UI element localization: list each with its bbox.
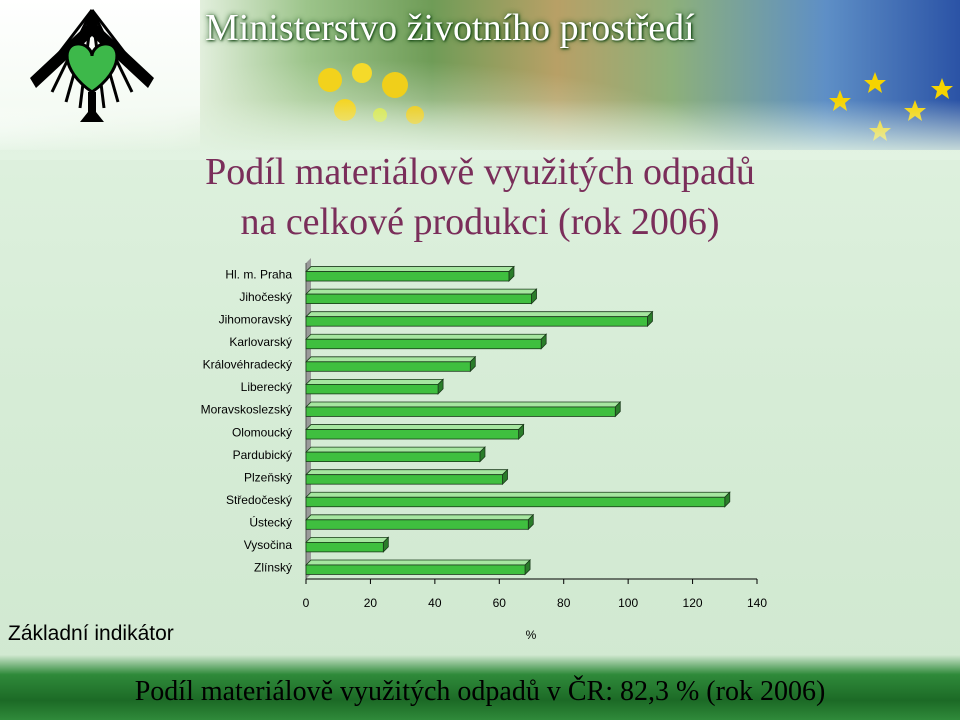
category-label-4: Královéhradecký <box>203 358 292 372</box>
bar-top-3 <box>305 333 548 340</box>
bar-3 <box>305 338 542 350</box>
bar-top-10 <box>305 491 731 498</box>
axis-wall <box>306 258 311 579</box>
bar-2 <box>305 316 648 327</box>
ministry-logo <box>30 9 154 122</box>
bar-1 <box>305 293 532 304</box>
x-tick-label-5: 100 <box>618 596 638 610</box>
x-tick-label-7: 140 <box>747 596 767 610</box>
category-label-9: Plzeňský <box>244 470 292 484</box>
bar-top-6 <box>305 401 622 408</box>
x-axis-label: % <box>526 628 537 642</box>
bar-top-13 <box>305 559 532 566</box>
category-label-3: Karlovarský <box>229 335 292 349</box>
category-label-1: Jihočeský <box>239 290 292 304</box>
x-tick-label-2: 40 <box>428 596 442 610</box>
category-label-5: Liberecký <box>241 380 292 394</box>
bar-chart: 0 20 40 60 80 100 120 140 Hl. m. Praha Jihočeský J… <box>201 258 767 642</box>
bar-7 <box>305 429 520 440</box>
x-tick-label-1: 20 <box>364 596 378 610</box>
x-tick-label-3: 60 <box>493 596 507 610</box>
basic-indicator-label: Základní indikátor <box>8 622 174 645</box>
bar-13 <box>305 564 526 575</box>
category-label-11: Ústecký <box>249 515 292 530</box>
bar-top-4 <box>305 356 477 363</box>
category-label-2: Jihomoravský <box>219 312 292 326</box>
bar-9 <box>305 474 503 485</box>
bar-11 <box>305 519 529 530</box>
bar-6 <box>305 406 616 417</box>
bar-0 <box>305 271 510 282</box>
bar-4 <box>305 361 471 372</box>
bar-top-1 <box>305 288 538 295</box>
bar-top-7 <box>305 424 525 430</box>
category-label-6: Moravskoslezský <box>201 403 292 417</box>
bar-10 <box>305 496 726 508</box>
category-label-0: Hl. m. Praha <box>225 267 292 281</box>
bar-top-8 <box>305 446 486 453</box>
category-label-13: Zlínský <box>254 561 292 575</box>
category-label-12: Vysočina <box>244 538 293 552</box>
ministry-name: Ministerstvo životního prostředí <box>205 7 695 49</box>
bar-12 <box>305 542 384 553</box>
bar-top-12 <box>305 537 390 543</box>
bar-top-11 <box>305 514 535 521</box>
slide-title-line1: Podíl materiálově využitých odpadů <box>205 151 755 193</box>
footer-summary: Podíl materiálově využitých odpadů v ČR:… <box>134 676 826 707</box>
bar-top-2 <box>305 311 654 318</box>
bar-5 <box>305 384 439 395</box>
category-label-8: Pardubický <box>233 448 292 462</box>
footer-band <box>0 655 960 720</box>
x-tick-label-6: 120 <box>683 596 703 610</box>
category-label-7: Olomoucký <box>232 425 292 439</box>
x-tick-label-0: 0 <box>303 596 310 610</box>
bar-top-0 <box>305 266 515 272</box>
slide-title-line2: na celkové produkci (rok 2006) <box>240 201 720 243</box>
bar-top-5 <box>305 379 445 385</box>
logo-area <box>0 0 200 150</box>
category-label-10: Středočeský <box>226 493 292 507</box>
bar-8 <box>305 451 481 462</box>
x-tick-label-4: 80 <box>557 596 571 610</box>
bar-top-9 <box>305 469 509 476</box>
